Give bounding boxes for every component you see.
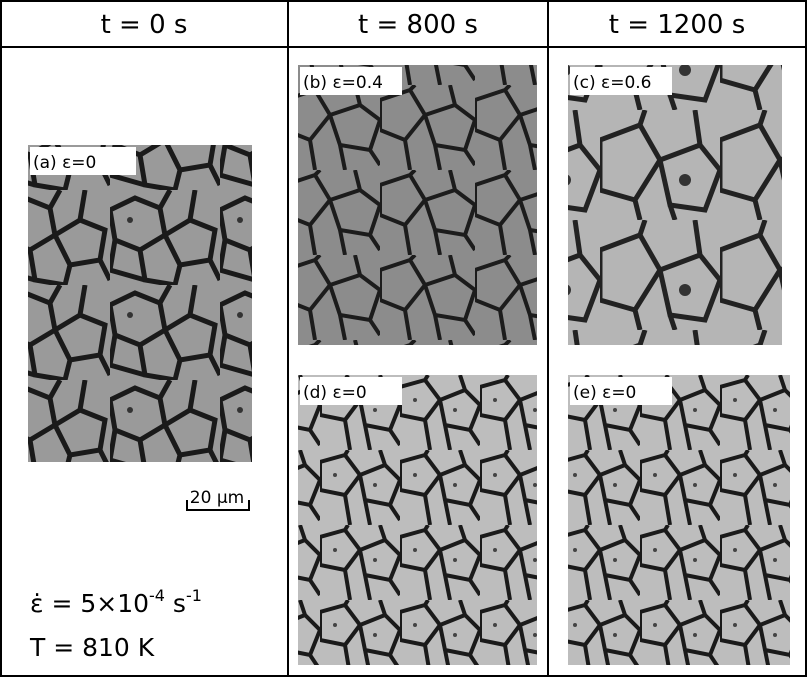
micrograph bbox=[298, 375, 537, 665]
column-header: t = 0 s bbox=[101, 10, 188, 40]
column-header: t = 1200 s bbox=[609, 10, 746, 40]
strain-rate-unit: s bbox=[165, 589, 186, 618]
figure: t = 0 s t = 800 s t = 1200 s (a) ε=0 (b)… bbox=[0, 0, 807, 677]
micrograph bbox=[28, 145, 252, 462]
panel-label: (e) ε=0 bbox=[573, 383, 636, 403]
scale-bar-label: 20 μm bbox=[190, 488, 244, 508]
panel-label: (a) ε=0 bbox=[33, 153, 96, 173]
micrograph bbox=[568, 375, 790, 665]
micrograph bbox=[298, 65, 537, 345]
panel-label: (c) ε=0.6 bbox=[573, 73, 651, 93]
panel-label: (d) ε=0 bbox=[303, 383, 367, 403]
panel-label: (b) ε=0.4 bbox=[303, 73, 383, 93]
column-header: t = 800 s bbox=[358, 10, 478, 40]
strain-rate-base: ε̇ = 5×10 bbox=[30, 589, 149, 618]
temperature: T = 810 K bbox=[29, 633, 155, 662]
strain-rate: ε̇ = 5×10-4 s-1 bbox=[30, 586, 202, 618]
strain-rate-exponent: -4 bbox=[149, 586, 165, 605]
micrograph bbox=[568, 65, 782, 345]
strain-rate-unit-exponent: -1 bbox=[186, 586, 202, 605]
